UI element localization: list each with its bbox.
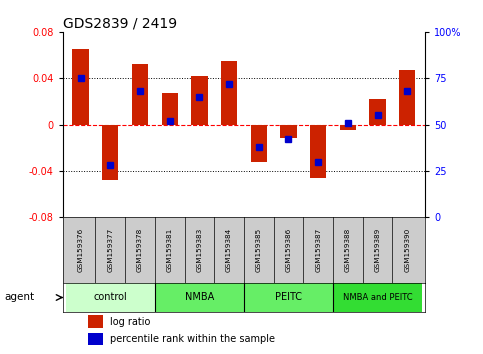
Text: control: control <box>93 292 127 303</box>
Text: GSM159386: GSM159386 <box>285 228 291 272</box>
Bar <box>244 283 333 312</box>
Bar <box>125 217 155 283</box>
Text: percentile rank within the sample: percentile rank within the sample <box>110 334 275 344</box>
Bar <box>392 217 422 283</box>
Bar <box>88 333 103 345</box>
Bar <box>303 217 333 283</box>
Bar <box>273 217 303 283</box>
Bar <box>221 61 237 125</box>
Bar <box>191 76 208 125</box>
Text: GSM159385: GSM159385 <box>256 228 262 272</box>
Bar <box>251 125 267 161</box>
Bar <box>214 217 244 283</box>
Bar <box>66 217 96 283</box>
Text: GSM159389: GSM159389 <box>374 228 381 272</box>
Bar <box>155 217 185 283</box>
Text: GSM159387: GSM159387 <box>315 228 321 272</box>
Bar <box>310 125 327 178</box>
Text: PEITC: PEITC <box>275 292 302 303</box>
Bar <box>363 217 392 283</box>
Text: agent: agent <box>5 292 35 303</box>
Text: GSM159376: GSM159376 <box>78 228 84 272</box>
Bar <box>88 315 103 328</box>
Bar <box>399 70 415 125</box>
Bar <box>102 125 118 180</box>
Bar <box>96 217 125 283</box>
Text: GSM159384: GSM159384 <box>226 228 232 272</box>
Bar <box>333 283 422 312</box>
Bar <box>66 283 155 312</box>
Text: GSM159383: GSM159383 <box>197 228 202 272</box>
Text: GSM159390: GSM159390 <box>404 228 410 272</box>
Text: GSM159388: GSM159388 <box>345 228 351 272</box>
Text: GSM159378: GSM159378 <box>137 228 143 272</box>
Bar <box>185 217 214 283</box>
Text: NMBA: NMBA <box>185 292 214 303</box>
Text: GSM159381: GSM159381 <box>167 228 173 272</box>
Bar <box>72 49 89 125</box>
Text: NMBA and PEITC: NMBA and PEITC <box>343 293 412 302</box>
Bar <box>340 125 356 130</box>
Bar <box>244 217 273 283</box>
Bar <box>155 283 244 312</box>
Bar <box>132 64 148 125</box>
Bar <box>161 93 178 125</box>
Bar <box>333 217 363 283</box>
Text: GDS2839 / 2419: GDS2839 / 2419 <box>63 17 177 31</box>
Text: log ratio: log ratio <box>110 317 150 327</box>
Bar <box>280 125 297 138</box>
Text: GSM159377: GSM159377 <box>107 228 114 272</box>
Bar <box>369 99 386 125</box>
